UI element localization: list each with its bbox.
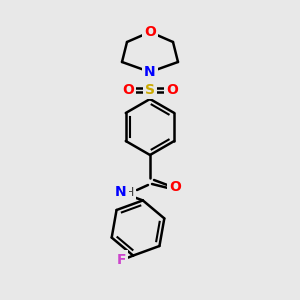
Text: N: N: [115, 185, 127, 199]
Text: O: O: [169, 180, 181, 194]
Text: O: O: [144, 25, 156, 39]
Text: F: F: [116, 253, 126, 267]
Text: S: S: [145, 83, 155, 97]
Text: O: O: [166, 83, 178, 97]
Text: N: N: [144, 65, 156, 79]
Text: O: O: [122, 83, 134, 97]
Text: H: H: [124, 185, 134, 199]
